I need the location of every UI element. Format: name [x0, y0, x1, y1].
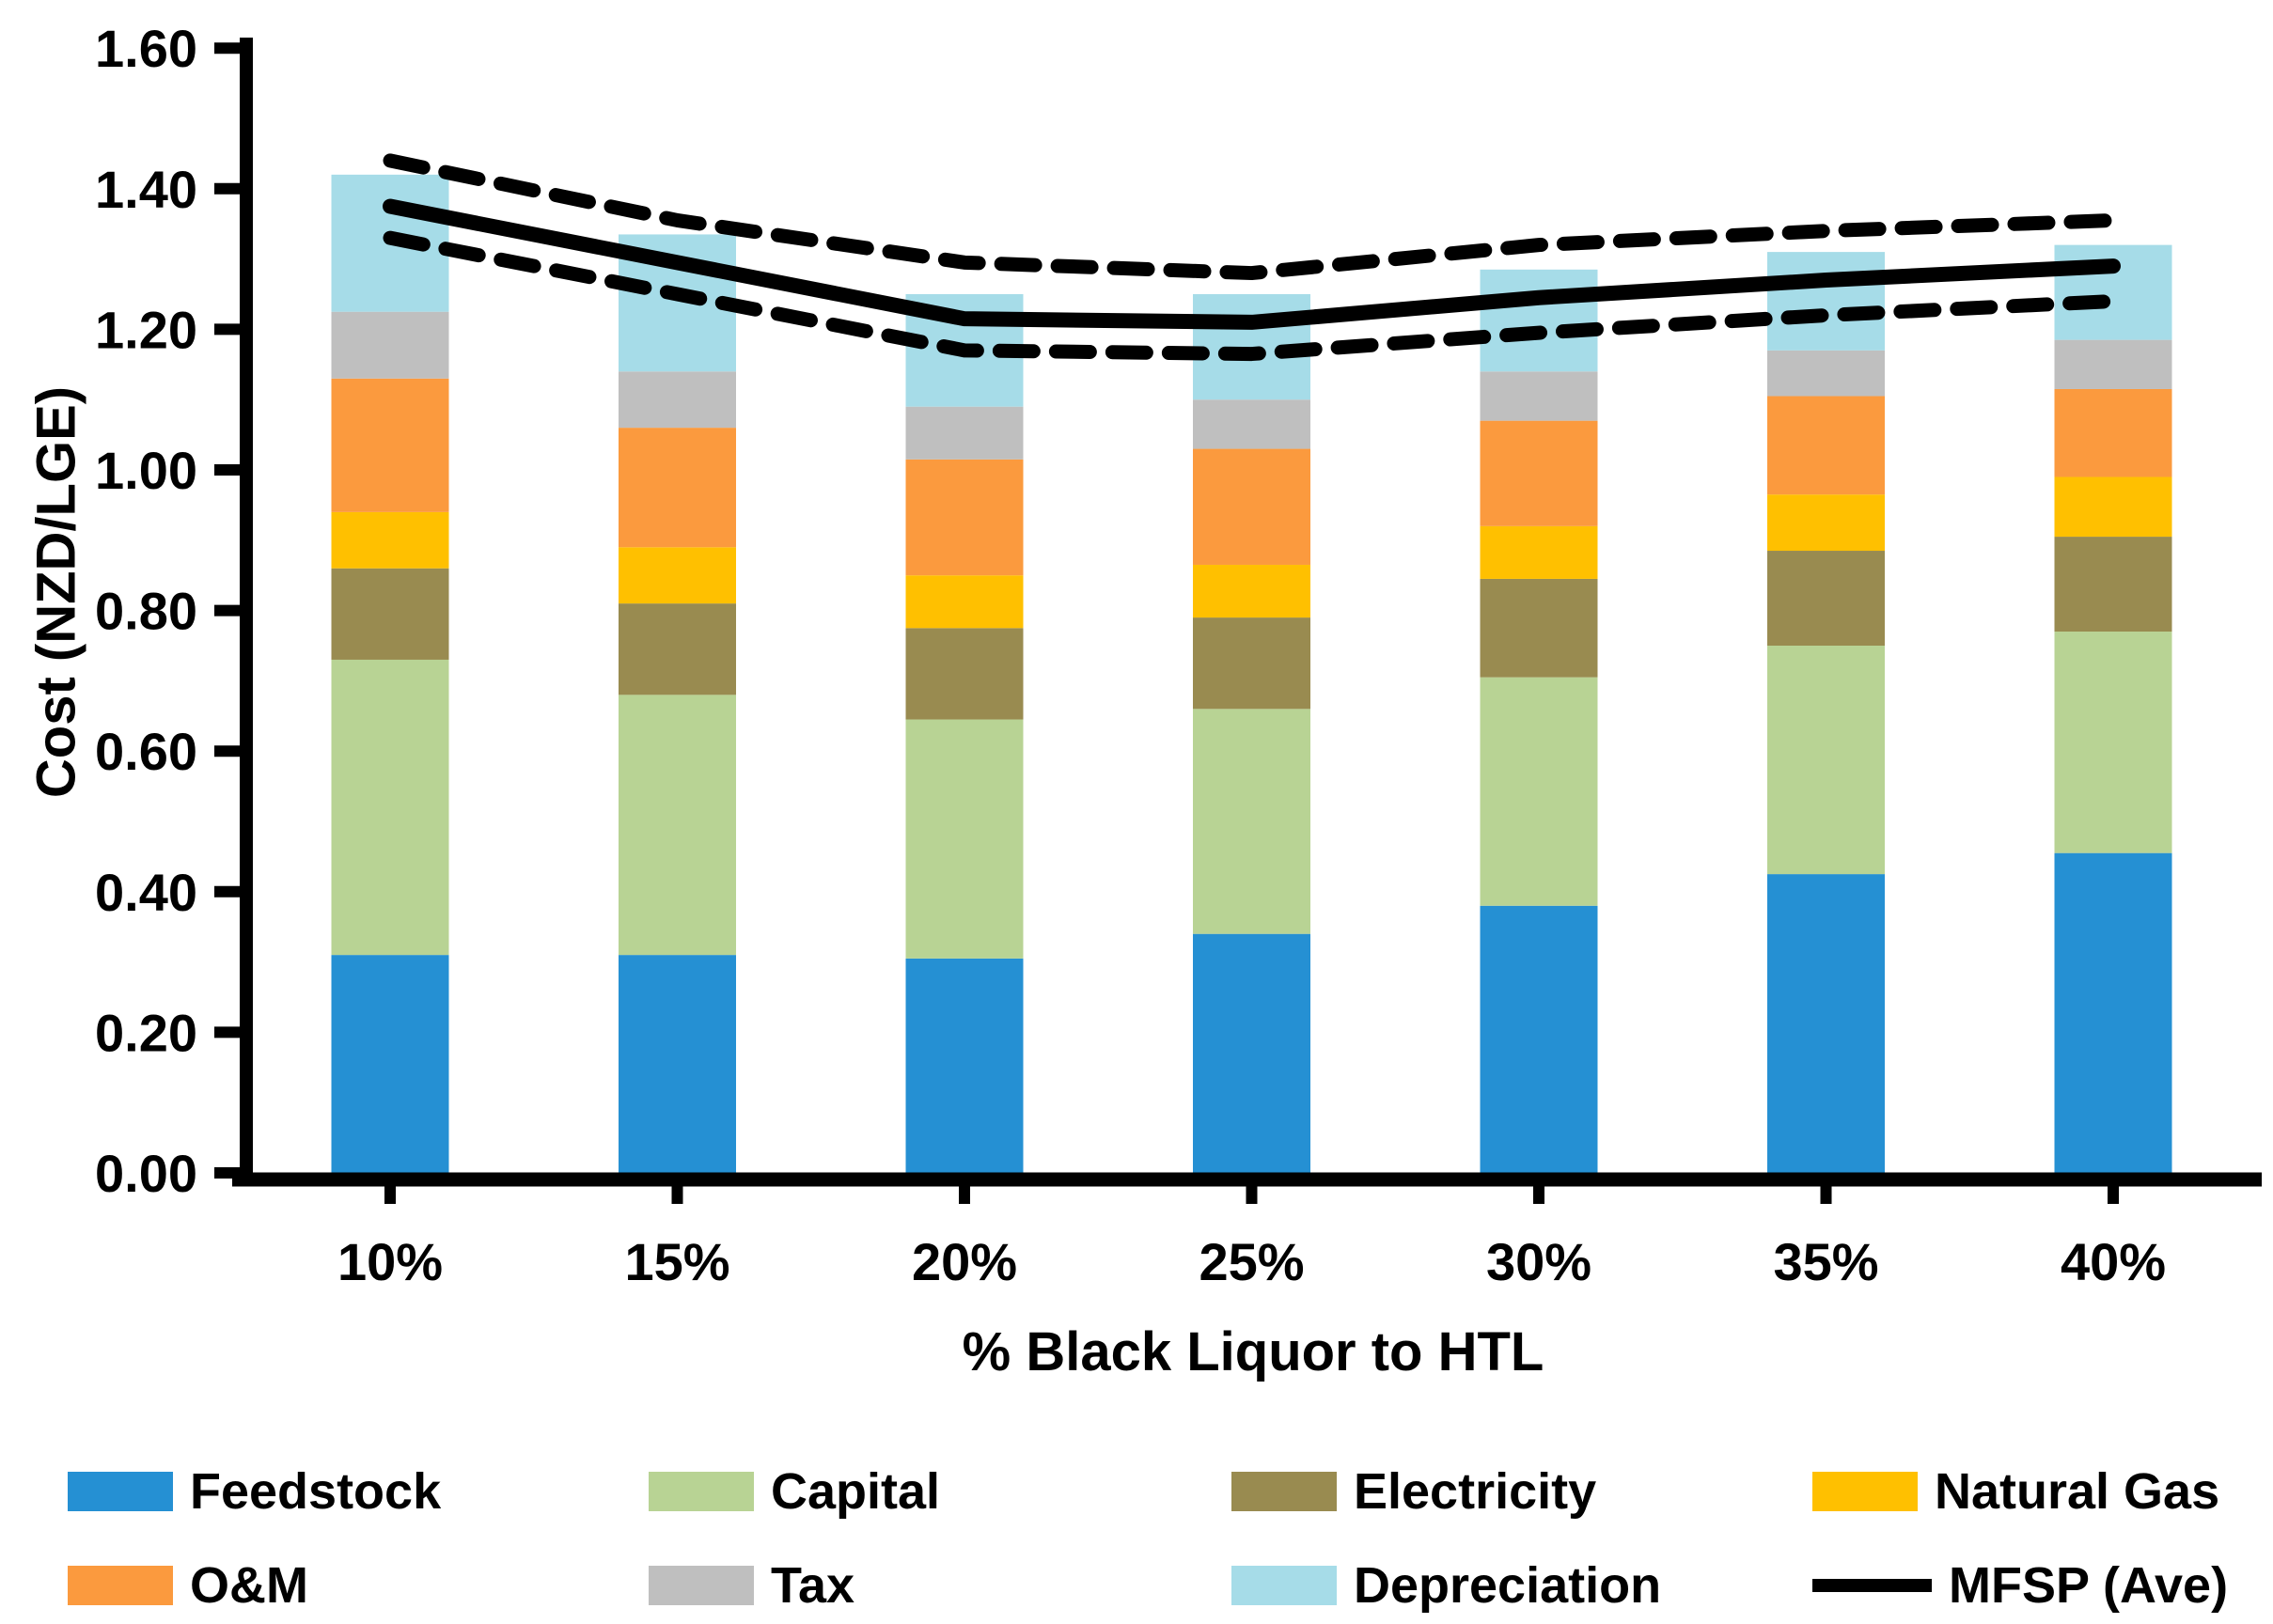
- mfsp-ave-line: [383, 198, 2121, 330]
- bar-segment-o-m-20: [905, 459, 1024, 576]
- x-tick-label-20: 20%: [912, 1232, 1017, 1291]
- y-axis-title: Cost (NZD/LGE): [25, 385, 87, 799]
- bar-segment-tax-30: [1480, 371, 1598, 421]
- bar-segment-natural-gas-30: [1480, 525, 1598, 579]
- y-tick-label-1.40: 1.40: [95, 160, 197, 219]
- legend-color-swatch-depreciation: [1231, 1566, 1337, 1605]
- legend-color-swatch-tax: [649, 1566, 754, 1605]
- bar-segment-tax-40: [2054, 339, 2172, 389]
- bar-segment-natural-gas-10: [331, 511, 449, 569]
- bar-segment-feedstock-25: [1193, 933, 1310, 1173]
- x-tick-label-15: 15%: [624, 1232, 729, 1291]
- bar-segment-tax-10: [331, 311, 449, 379]
- bar-segment-capital-20: [905, 719, 1024, 959]
- bar-segment-o-m-35: [1767, 396, 1885, 495]
- legend-label-natural-gas: Natural Gas: [1935, 1463, 2220, 1520]
- legend-color-swatch-capital: [649, 1472, 754, 1511]
- legend-item-mfsp-ave: MFSP (Ave): [1812, 1556, 2228, 1615]
- bar-segment-electricity-20: [905, 628, 1024, 720]
- legend-item-capital: Capital: [649, 1462, 940, 1521]
- bar-segment-depreciation-30: [1480, 269, 1598, 372]
- y-tick-label-0.80: 0.80: [95, 582, 197, 641]
- legend-label-depreciation: Depreciation: [1354, 1557, 1662, 1614]
- y-tick-label-0.20: 0.20: [95, 1003, 197, 1062]
- bar-segment-tax-25: [1193, 399, 1310, 449]
- legend-label-mfsp-ave: MFSP (Ave): [1949, 1557, 2229, 1614]
- legend-label-electricity: Electricity: [1354, 1463, 1597, 1520]
- mfsp-lower-bound-dashed-line: [383, 230, 2121, 362]
- y-tick-label-0.40: 0.40: [95, 863, 197, 922]
- mfsp-upper-bound-dashed-line: [383, 153, 2121, 281]
- bar-segment-o-m-15: [619, 428, 736, 548]
- bar-segment-o-m-25: [1193, 448, 1310, 565]
- legend-item-natural-gas: Natural Gas: [1812, 1462, 2219, 1521]
- x-tick-label-30: 30%: [1486, 1232, 1591, 1291]
- x-tick-label-25: 25%: [1199, 1232, 1304, 1291]
- bar-segment-feedstock-30: [1480, 905, 1598, 1173]
- x-axis-title: % Black Liquor to HTL: [962, 1321, 1544, 1382]
- legend-label-feedstock: Feedstock: [190, 1463, 442, 1520]
- bar-segment-depreciation-35: [1767, 252, 1885, 351]
- legend-label-capital: Capital: [771, 1463, 941, 1520]
- legend-color-swatch-o-m: [68, 1566, 173, 1605]
- y-tick-label-1.20: 1.20: [95, 300, 197, 359]
- y-tick-label-0.00: 0.00: [95, 1144, 197, 1203]
- bar-segment-capital-35: [1767, 646, 1885, 875]
- bar-segment-feedstock-35: [1767, 874, 1885, 1173]
- cost-stacked-bar-chart: 0.00 0.20 0.40 0.60 0.80 1.00 1.20 1.40 1.60 10% 1…: [95, 19, 2262, 1291]
- legend-color-swatch-electricity: [1231, 1472, 1337, 1511]
- legend-item-depreciation: Depreciation: [1231, 1556, 1661, 1615]
- legend-color-swatch-feedstock: [68, 1472, 173, 1511]
- legend-label-o-m: O&M: [190, 1557, 308, 1614]
- bar-segment-electricity-35: [1767, 551, 1885, 646]
- legend-item-tax: Tax: [649, 1556, 854, 1615]
- legend-color-swatch-natural-gas: [1812, 1472, 1918, 1511]
- y-tick-label-1.60: 1.60: [95, 19, 197, 78]
- bar-segment-natural-gas-25: [1193, 564, 1310, 618]
- bar-segment-natural-gas-15: [619, 547, 736, 604]
- bar-segment-natural-gas-20: [905, 575, 1024, 629]
- bar-segment-electricity-25: [1193, 617, 1310, 710]
- bar-segment-tax-35: [1767, 350, 1885, 397]
- legend-label-tax: Tax: [771, 1557, 855, 1614]
- bar-segment-capital-30: [1480, 677, 1598, 906]
- bar-segment-electricity-10: [331, 568, 449, 660]
- bar-segment-natural-gas-40: [2054, 476, 2172, 538]
- bar-segment-electricity-15: [619, 603, 736, 695]
- x-tick-label-35: 35%: [1773, 1232, 1878, 1291]
- bar-segment-natural-gas-35: [1767, 494, 1885, 552]
- y-tick-label-1.00: 1.00: [95, 441, 197, 500]
- bar-segment-capital-15: [619, 695, 736, 956]
- bar-segment-tax-15: [619, 371, 736, 429]
- bar-segment-feedstock-10: [331, 955, 449, 1173]
- legend-item-o-m: O&M: [68, 1556, 308, 1615]
- bar-segment-tax-20: [905, 406, 1024, 460]
- bar-segment-o-m-40: [2054, 388, 2172, 477]
- legend-item-feedstock: Feedstock: [68, 1462, 441, 1521]
- bar-segment-o-m-10: [331, 378, 449, 512]
- bar-segment-feedstock-40: [2054, 852, 2172, 1173]
- bar-segment-feedstock-20: [905, 958, 1024, 1173]
- x-tick-label-10: 10%: [337, 1232, 443, 1291]
- bar-segment-electricity-30: [1480, 578, 1598, 678]
- y-tick-label-0.60: 0.60: [95, 722, 197, 781]
- legend-line-swatch-mfsp-ave: [1812, 1566, 1932, 1605]
- bar-segment-electricity-40: [2054, 537, 2172, 632]
- bar-segment-capital-25: [1193, 709, 1310, 934]
- bar-segment-capital-10: [331, 659, 449, 956]
- bar-segment-feedstock-15: [619, 955, 736, 1173]
- bar-segment-capital-40: [2054, 632, 2172, 853]
- bar-segment-o-m-30: [1480, 420, 1598, 526]
- legend-item-electricity: Electricity: [1231, 1462, 1596, 1521]
- x-tick-label-40: 40%: [2061, 1232, 2166, 1291]
